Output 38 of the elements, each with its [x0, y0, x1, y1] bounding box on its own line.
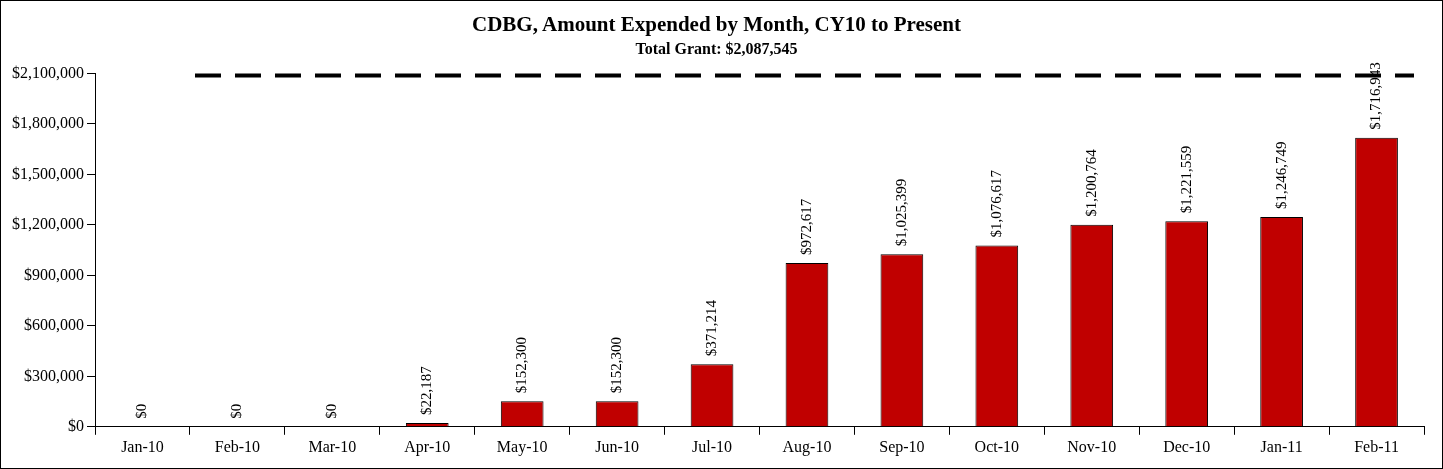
- y-tick-label: $900,000: [24, 265, 84, 283]
- data-label: $1,076,617: [987, 169, 1004, 238]
- data-label: $0: [323, 403, 340, 419]
- x-tick-label: Jan-10: [121, 437, 164, 455]
- chart-subtitle: Total Grant: $2,087,545: [635, 39, 798, 57]
- y-tick-label: $300,000: [24, 366, 84, 384]
- data-label: $0: [228, 403, 245, 419]
- data-label: $0: [133, 403, 150, 419]
- x-tick-label: Nov-10: [1067, 437, 1117, 455]
- y-tick-label: $0: [68, 417, 84, 434]
- x-tick-label: Mar-10: [308, 437, 357, 455]
- x-tick-label: Oct-10: [974, 437, 1020, 455]
- data-label: $371,214: [702, 299, 719, 357]
- x-tick-label: Jan-11: [1260, 437, 1303, 455]
- data-label: $1,200,764: [1082, 148, 1099, 217]
- data-label: $152,300: [608, 336, 625, 394]
- y-tick-label: $1,200,000: [12, 215, 84, 233]
- y-tick-label: $1,800,000: [12, 114, 84, 132]
- data-label: $22,187: [418, 365, 435, 416]
- x-tick-label: Feb-10: [214, 437, 261, 455]
- x-tick-label: Apr-10: [404, 437, 451, 456]
- x-tick-label: Dec-10: [1163, 437, 1211, 455]
- data-label: $1,221,559: [1177, 145, 1194, 214]
- y-tick-label: $2,100,000: [12, 63, 84, 81]
- x-tick-label: May-10: [496, 437, 548, 456]
- data-label: $1,246,749: [1272, 141, 1289, 209]
- data-label: $1,716,943: [1367, 62, 1384, 130]
- x-tick-label: Sep-10: [879, 437, 925, 456]
- x-tick-label: Aug-10: [782, 437, 832, 456]
- chart-title: CDBG, Amount Expended by Month, CY10 to Present: [471, 12, 962, 37]
- data-label: $1,025,399: [892, 178, 909, 247]
- data-label: $972,617: [797, 198, 814, 256]
- data-label: $152,300: [513, 336, 530, 394]
- x-tick-label: Jun-10: [595, 437, 639, 455]
- x-tick-label: Jul-10: [692, 437, 733, 455]
- x-tick-label: Feb-11: [1354, 437, 1399, 455]
- y-tick-label: $1,500,000: [12, 164, 84, 182]
- y-tick-label: $600,000: [24, 316, 84, 334]
